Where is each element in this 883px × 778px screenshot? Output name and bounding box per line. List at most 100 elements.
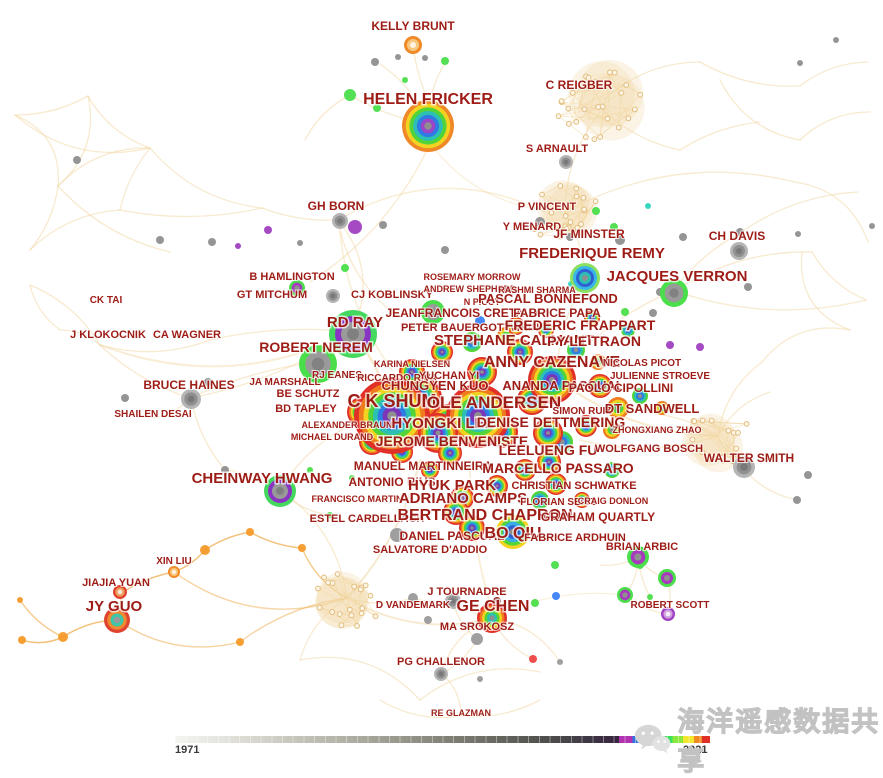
author-label-rosemary-morrow[interactable]: ROSEMARY MORROW (423, 272, 521, 282)
network-dot[interactable] (371, 58, 379, 66)
network-dot[interactable] (441, 246, 449, 254)
network-dot[interactable] (344, 89, 356, 101)
author-label-kelly-brunt[interactable]: KELLY BRUNT (371, 19, 455, 33)
network-dot[interactable] (235, 243, 241, 249)
network-dot[interactable] (621, 308, 629, 316)
author-label-frederic-frappart[interactable]: FREDERIC FRAPPART (505, 317, 656, 333)
author-label-denise-dettmering[interactable]: DENISE DETTMERING (477, 414, 626, 430)
author-label-ja-marshall[interactable]: JA MARSHALL (249, 377, 320, 388)
network-dot[interactable] (348, 220, 362, 234)
network-dot[interactable] (424, 616, 432, 624)
author-label-christian-schwatke[interactable]: CHRISTIAN SCHWATKE (511, 480, 636, 492)
author-node-ch-davis[interactable] (730, 242, 748, 260)
author-label-pascal-bonnefond[interactable]: PASCAL BONNEFOND (478, 291, 618, 306)
author-label-helen-fricker[interactable]: HELEN FRICKER (363, 91, 493, 108)
network-dot[interactable] (869, 223, 875, 229)
author-label-d-vandemark[interactable]: D VANDEMARK (376, 600, 451, 611)
author-label-c-reigber[interactable]: C REIGBER (546, 78, 613, 92)
author-label-francisco-martin[interactable]: FRANCISCO MARTIN (312, 494, 403, 504)
author-label-jacques-verron[interactable]: JACQUES VERRON (607, 268, 748, 285)
network-dot[interactable] (298, 544, 306, 552)
network-dot[interactable] (666, 341, 674, 349)
network-dot[interactable] (402, 77, 408, 83)
author-label-alexander-braun[interactable]: ALEXANDER BRAUN (301, 420, 392, 430)
network-dot[interactable] (17, 597, 23, 603)
network-dot[interactable] (649, 309, 657, 317)
network-dot[interactable] (645, 203, 651, 209)
author-node-gt-mitchum[interactable] (326, 289, 340, 303)
network-dot[interactable] (804, 471, 812, 479)
network-dot[interactable] (679, 233, 687, 241)
author-label-walter-smith[interactable]: WALTER SMITH (704, 451, 794, 465)
author-label-gt-mitchum[interactable]: GT MITCHUM (237, 289, 307, 301)
network-dot[interactable] (592, 207, 600, 215)
author-label-j-tournadre[interactable]: J TOURNADRE (427, 586, 506, 598)
network-dot[interactable] (208, 238, 216, 246)
network-dot[interactable] (793, 496, 801, 504)
author-label-ch-davis[interactable]: CH DAVIS (709, 229, 765, 243)
author-node-kelly-brunt[interactable] (404, 36, 422, 54)
author-node-pg-challenor[interactable] (434, 667, 448, 681)
network-dot[interactable] (379, 221, 387, 229)
author-label-manuel-martinneira[interactable]: MANUEL MARTINNEIRA (354, 459, 493, 473)
network-dot[interactable] (471, 633, 483, 645)
author-label-nicolas-picot[interactable]: NICOLAS PICOT (603, 358, 681, 369)
network-dot[interactable] (551, 561, 559, 569)
author-label-pg-challenor[interactable]: PG CHALLENOR (397, 656, 485, 668)
author-label-shailen-desai[interactable]: SHAILEN DESAI (114, 409, 191, 420)
author-label-karina-nielsen[interactable]: KARINA NIELSEN (374, 359, 450, 369)
author-label-py-le-traon[interactable]: PY LE TRAON (547, 333, 641, 349)
author-label-robert-nerem[interactable]: ROBERT NEREM (259, 339, 373, 355)
author-label-p-vincent[interactable]: P VINCENT (518, 201, 577, 213)
network-dot[interactable] (297, 240, 303, 246)
author-label-jy-guo[interactable]: JY GUO (86, 598, 143, 615)
author-label-salvatore-d-addio[interactable]: SALVATORE D'ADDIO (373, 544, 488, 556)
author-label-craig-donlon[interactable]: CRAIG DONLON (578, 496, 649, 506)
author-node-gh-born[interactable] (332, 213, 348, 229)
network-dot[interactable] (341, 264, 349, 272)
author-label-anny-cazenave[interactable]: ANNY CAZENAVE (484, 354, 621, 371)
author-node-bruce-haines[interactable] (181, 389, 201, 409)
author-label-wolfgang-bosch[interactable]: WOLFGANG BOSCH (595, 443, 703, 455)
network-dot[interactable] (395, 54, 401, 60)
author-label-bd-tapley[interactable]: BD TAPLEY (275, 403, 337, 415)
author-label-cj-koblinsky[interactable]: CJ KOBLINSKY (351, 289, 434, 301)
author-label-xin-liu[interactable]: XIN LIU (156, 556, 192, 567)
network-dot[interactable] (236, 638, 244, 646)
network-dot[interactable] (531, 599, 539, 607)
network-dot[interactable] (797, 60, 803, 66)
author-label-paolo-cipollini[interactable]: PAOLO CIPOLLINI (569, 381, 673, 395)
network-dot[interactable] (58, 632, 68, 642)
author-label-adriano-camps[interactable]: ADRIANO CAMPS (399, 490, 527, 507)
author-label-jf-minster[interactable]: JF MINSTER (553, 227, 625, 241)
network-dot[interactable] (552, 592, 560, 600)
author-label-ck-tai[interactable]: CK TAI (90, 295, 123, 306)
author-label-bruce-haines[interactable]: BRUCE HAINES (143, 378, 234, 392)
network-dot[interactable] (477, 676, 483, 682)
network-dot[interactable] (246, 528, 254, 536)
network-dot[interactable] (200, 545, 210, 555)
author-label-rd-ray[interactable]: RD RAY (327, 314, 383, 331)
network-dot[interactable] (441, 57, 449, 65)
network-dot[interactable] (422, 55, 428, 61)
author-label-frederique-remy[interactable]: FREDERIQUE REMY (519, 245, 665, 262)
author-label-s-arnault[interactable]: S ARNAULT (526, 143, 589, 155)
network-dot[interactable] (696, 343, 704, 351)
author-label-ge-chen[interactable]: GE CHEN (457, 598, 530, 615)
author-label-be-schutz[interactable]: BE SCHUTZ (277, 388, 340, 400)
author-node-xin-liu[interactable] (168, 566, 180, 578)
author-label-zhongxiang-zhao[interactable]: ZHONGXIANG ZHAO (613, 425, 702, 435)
author-label-c-k-shum[interactable]: C K SHUM (348, 391, 437, 411)
network-dot[interactable] (73, 156, 81, 164)
author-label-jiajia-yuan[interactable]: JIAJIA YUAN (82, 577, 150, 589)
network-node[interactable] (658, 569, 676, 587)
network-dot[interactable] (156, 236, 164, 244)
author-label-michael-durand[interactable]: MICHAEL DURAND (291, 432, 374, 442)
network-dot[interactable] (557, 659, 563, 665)
author-label-robert-scott[interactable]: ROBERT SCOTT (631, 600, 710, 611)
author-label-ole-andersen[interactable]: OLE ANDERSEN (427, 393, 561, 412)
author-label-ca-wagner[interactable]: CA WAGNER (153, 329, 221, 341)
author-label-j-klokocnik[interactable]: J KLOKOCNIK (70, 329, 146, 341)
author-label-cheinway-hwang[interactable]: CHEINWAY HWANG (192, 470, 333, 487)
author-label-b-hamlington[interactable]: B HAMLINGTON (249, 271, 334, 283)
